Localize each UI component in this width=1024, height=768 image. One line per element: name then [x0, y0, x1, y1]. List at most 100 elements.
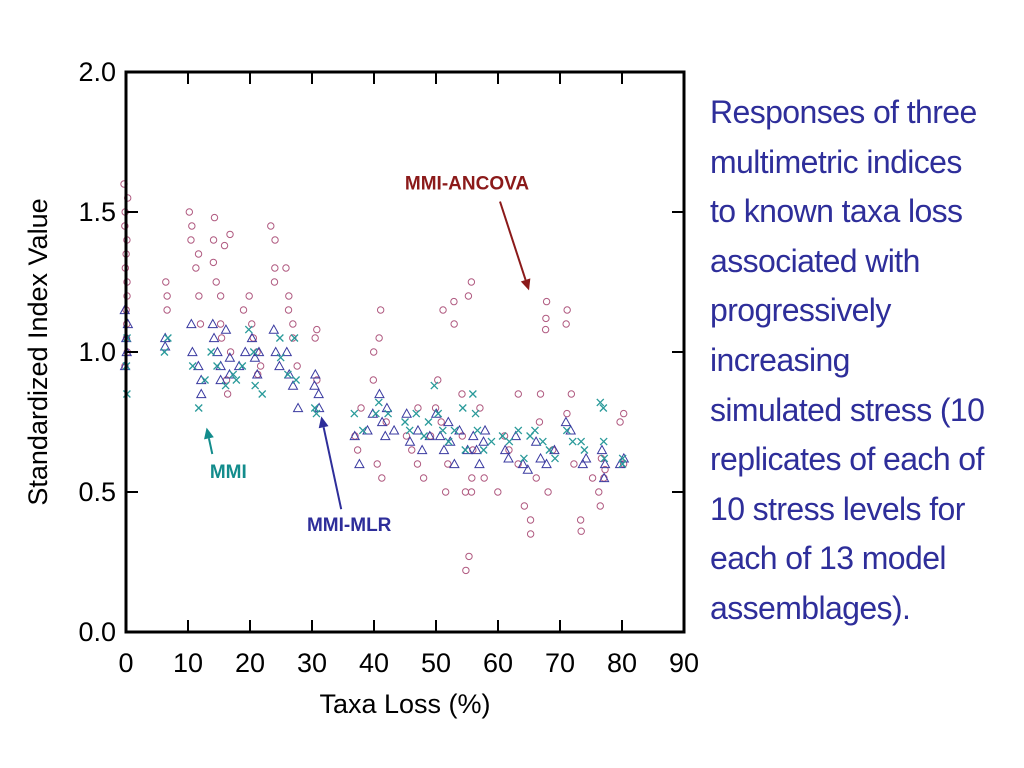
data-point-mmi-ancova: [313, 325, 321, 334]
data-point-mmi-ancova: [289, 334, 297, 342]
data-point-mmi: [358, 426, 367, 435]
data-point-mmi-ancova: [209, 236, 218, 244]
data-point-mmi-ancova: [596, 502, 604, 510]
data-point-mmi-mlr: [474, 458, 485, 469]
data-point-mmi-mlr: [530, 436, 542, 446]
data-point-mmi: [258, 390, 267, 398]
data-point-mmi-mlr: [442, 416, 454, 427]
data-point-mmi: [251, 381, 260, 390]
caption-line: replicates of each of: [710, 441, 984, 478]
data-point-mmi-mlr: [381, 402, 393, 413]
anno-arrow-ancova: [499, 201, 527, 281]
data-point-mmi-ancova: [461, 488, 470, 496]
data-point-mmi-mlr: [560, 416, 572, 427]
data-point-mmi-ancova: [434, 376, 442, 384]
data-point-mmi: [461, 446, 470, 454]
data-point-mmi: [562, 426, 571, 435]
data-point-mmi-ancova: [413, 460, 422, 468]
data-point-mmi-mlr: [412, 424, 424, 435]
data-point-mmi-mlr: [253, 346, 265, 357]
data-point-mmi-ancova: [601, 465, 609, 474]
data-point-mmi: [160, 348, 169, 356]
data-point-mmi-mlr: [454, 424, 465, 435]
data-point-mmi-mlr: [195, 374, 207, 385]
data-point-mmi-ancova: [267, 222, 275, 230]
data-point-mmi-mlr: [239, 346, 251, 357]
data-point-mmi-mlr: [246, 332, 258, 343]
data-point-mmi-mlr: [249, 352, 261, 362]
data-point-mmi-ancova: [563, 409, 571, 418]
y-tick-labels: 0.0 0.5 1.0 1.5 2.0: [78, 57, 116, 647]
data-point-mmi: [530, 426, 539, 435]
caption-line: Responses of three: [710, 94, 977, 130]
data-point-mmi-ancova: [194, 250, 203, 258]
data-point-mmi-ancova: [282, 264, 290, 272]
data-point-mmi-mlr: [313, 388, 325, 399]
data-point-mmi-ancova: [369, 348, 378, 356]
data-point-mmi-ancova: [217, 334, 226, 342]
data-point-mmi-ancova: [619, 409, 628, 418]
data-point-mmi: [194, 404, 203, 412]
data-point-mmi-ancova: [465, 552, 473, 561]
data-point-mmi: [618, 460, 627, 468]
data-point-mmi: [229, 370, 238, 379]
data-point-mmi-mlr: [193, 360, 204, 371]
data-point-mmi-ancova: [414, 404, 422, 412]
data-point-mmi: [384, 409, 393, 418]
data-point-mmi-ancova: [520, 502, 529, 510]
data-points: [119, 180, 630, 575]
plot-frame: [124, 70, 686, 634]
data-point-mmi-mlr: [376, 416, 388, 427]
data-point-mmi-ancova: [526, 516, 535, 524]
data-point-mmi-mlr: [309, 380, 320, 390]
data-point-mmi-mlr: [349, 430, 361, 441]
data-point-mmi: [599, 437, 608, 446]
data-point-mmi: [310, 404, 319, 412]
data-point-mmi-mlr: [186, 318, 197, 329]
data-point-mmi-ancova: [239, 306, 248, 314]
data-point-mmi-mlr: [224, 368, 235, 379]
data-point-mmi-ancova: [223, 390, 232, 398]
data-point-mmi: [538, 437, 547, 446]
data-point-mmi: [244, 325, 253, 334]
data-point-mmi-ancova: [542, 297, 551, 306]
data-point-mmi: [213, 362, 221, 370]
data-point-mmi-ancova: [256, 362, 265, 370]
data-point-mmi-mlr: [292, 402, 304, 413]
data-point-mmi-ancova: [535, 418, 544, 426]
annotations: MMI-ANCOVA MMI MMI-MLR: [204, 174, 531, 536]
caption-line: to known taxa loss: [710, 193, 963, 230]
x-tick-label: 70: [545, 648, 575, 678]
data-point-mmi-ancova: [162, 278, 170, 286]
x-tick-label: 0: [118, 648, 133, 678]
data-point-mmi-ancova: [595, 488, 603, 496]
data-point-mmi: [275, 334, 284, 342]
data-point-mmi-mlr: [270, 346, 282, 357]
data-point-mmi-ancova: [544, 488, 552, 496]
data-point-mmi-mlr: [580, 452, 592, 463]
data-point-mmi-ancova: [163, 292, 171, 300]
data-point-mmi-mlr: [215, 374, 226, 385]
data-point-mmi-mlr: [517, 458, 529, 469]
data-point-mmi-mlr: [535, 452, 546, 463]
data-point-mmi-ancova: [187, 236, 195, 244]
data-point-mmi-mlr: [598, 472, 610, 483]
data-point-mmi-ancova: [458, 432, 467, 440]
data-point-mmi-ancova: [563, 306, 571, 314]
data-point-mmi-mlr: [220, 324, 232, 334]
data-point-mmi-ancova: [464, 292, 473, 300]
x-axis-title: Taxa Loss (%): [319, 689, 490, 719]
data-point-mmi-mlr: [438, 444, 450, 455]
data-point-mmi-ancova: [226, 230, 234, 239]
data-point-mmi-ancova: [514, 390, 522, 398]
data-point-mmi-ancova: [357, 404, 365, 412]
data-point-mmi-mlr: [212, 346, 223, 357]
data-point-mmi-ancova: [313, 376, 321, 384]
x-tick-label: 40: [359, 648, 389, 678]
data-point-mmi-ancova: [192, 264, 200, 272]
data-point-mmi: [163, 334, 172, 342]
scatter-chart: 0 10 20 30 40 50 60 70 80 90 0.0 0.5 1.0…: [23, 57, 699, 719]
data-point-mmi-ancova: [494, 488, 502, 496]
anno-label-mlr: MMI-MLR: [307, 515, 392, 536]
y-tick-label: 2.0: [78, 57, 116, 87]
